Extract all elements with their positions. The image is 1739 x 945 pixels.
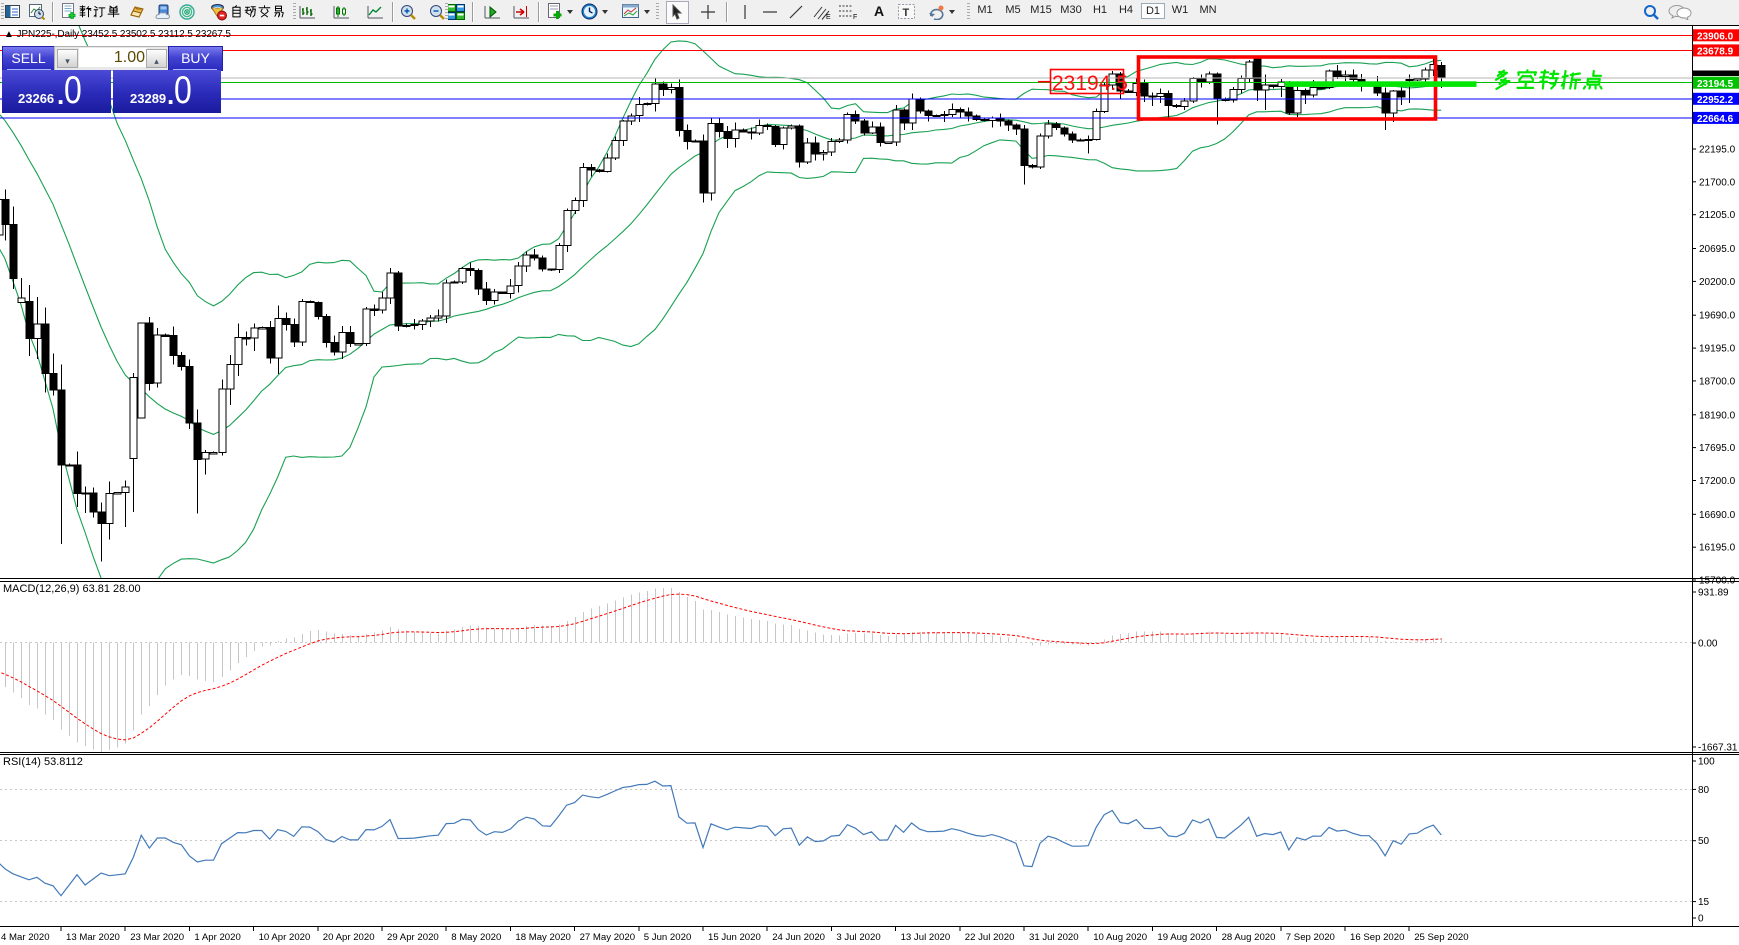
svg-text:27 May 2020: 27 May 2020 — [580, 932, 635, 943]
svg-text:21700.0: 21700.0 — [1699, 177, 1736, 188]
svg-text:1 Apr 2020: 1 Apr 2020 — [194, 932, 240, 943]
svg-text:31 Jul 2020: 31 Jul 2020 — [1029, 932, 1079, 943]
svg-text:16690.0: 16690.0 — [1699, 510, 1736, 521]
svg-text:15: 15 — [1698, 897, 1710, 908]
svg-text:28 Aug 2020: 28 Aug 2020 — [1222, 932, 1276, 943]
svg-text:100: 100 — [1698, 757, 1715, 768]
svg-text:23 Mar 2020: 23 Mar 2020 — [130, 932, 184, 943]
svg-text:50: 50 — [1698, 836, 1710, 847]
svg-text:22952.2: 22952.2 — [1697, 95, 1734, 106]
svg-text:-1667.31: -1667.31 — [1698, 743, 1738, 754]
svg-text:15700.0: 15700.0 — [1699, 576, 1736, 587]
svg-text:22195.0: 22195.0 — [1699, 145, 1736, 156]
svg-text:19195.0: 19195.0 — [1699, 344, 1736, 355]
svg-text:T: T — [903, 7, 910, 19]
svg-text:16 Sep 2020: 16 Sep 2020 — [1350, 932, 1404, 943]
svg-text:19 Aug 2020: 19 Aug 2020 — [1157, 932, 1211, 943]
svg-text:23194.5: 23194.5 — [1052, 72, 1128, 95]
svg-text:18190.0: 18190.0 — [1699, 410, 1736, 421]
svg-text:8 May 2020: 8 May 2020 — [451, 932, 501, 943]
svg-text:931.89: 931.89 — [1698, 588, 1729, 599]
svg-text:23194.5: 23194.5 — [1697, 79, 1734, 90]
svg-text:3 Jul 2020: 3 Jul 2020 — [836, 932, 880, 943]
svg-text:0: 0 — [1698, 914, 1704, 925]
svg-text:20 Apr 2020: 20 Apr 2020 — [323, 932, 375, 943]
svg-text:0.00: 0.00 — [1698, 639, 1718, 650]
svg-text:25 Sep 2020: 25 Sep 2020 — [1414, 932, 1468, 943]
svg-text:16195.0: 16195.0 — [1699, 543, 1736, 554]
svg-text:7 Sep 2020: 7 Sep 2020 — [1286, 932, 1335, 943]
svg-text:13 Jul 2020: 13 Jul 2020 — [901, 932, 951, 943]
svg-text:24 Jun 2020: 24 Jun 2020 — [772, 932, 825, 943]
svg-text:15 Jun 2020: 15 Jun 2020 — [708, 932, 761, 943]
svg-text:19690.0: 19690.0 — [1699, 311, 1736, 322]
svg-text:5 Jun 2020: 5 Jun 2020 — [644, 932, 691, 943]
svg-text:10 Aug 2020: 10 Aug 2020 — [1093, 932, 1147, 943]
svg-text:E: E — [826, 14, 831, 20]
svg-text:17695.0: 17695.0 — [1699, 443, 1736, 454]
svg-text:20695.0: 20695.0 — [1699, 244, 1736, 255]
svg-text:20200.0: 20200.0 — [1699, 277, 1736, 288]
svg-text:29 Apr 2020: 29 Apr 2020 — [387, 932, 439, 943]
svg-text:18 May 2020: 18 May 2020 — [515, 932, 570, 943]
svg-text:23678.9: 23678.9 — [1697, 47, 1734, 58]
svg-text:22 Jul 2020: 22 Jul 2020 — [965, 932, 1015, 943]
svg-text:21205.0: 21205.0 — [1699, 210, 1736, 221]
svg-text:13 Mar 2020: 13 Mar 2020 — [66, 932, 120, 943]
svg-text:18700.0: 18700.0 — [1699, 376, 1736, 387]
svg-text:17200.0: 17200.0 — [1699, 476, 1736, 487]
svg-text:4 Mar 2020: 4 Mar 2020 — [1, 932, 50, 943]
svg-text:10 Apr 2020: 10 Apr 2020 — [259, 932, 311, 943]
svg-text:F: F — [853, 14, 857, 20]
svg-text:23906.0: 23906.0 — [1697, 32, 1734, 43]
svg-text:80: 80 — [1698, 785, 1710, 796]
svg-text:22664.6: 22664.6 — [1697, 114, 1734, 125]
